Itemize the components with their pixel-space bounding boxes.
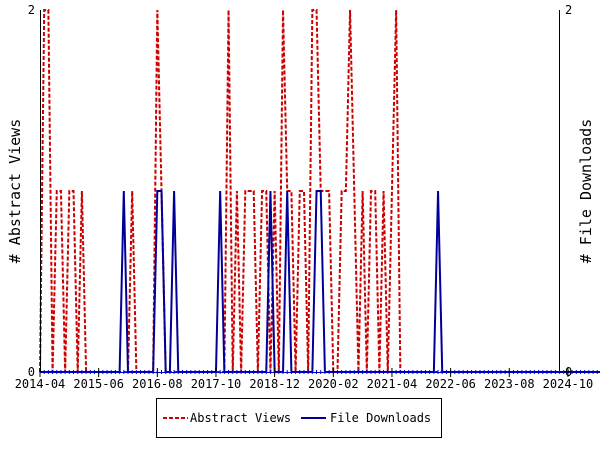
x-tick-label: 2020-02 [308,377,359,391]
x-tick-label: 2023-08 [484,377,535,391]
y-left-tick-top: 2 [28,3,35,17]
y-right-tick-top: 2 [565,3,572,17]
y-right-axis-title: # File Downloads [577,119,595,264]
x-tick-label: 2021-04 [367,377,418,391]
x-tick-labels: 2014-04 2015-06 2016-08 2017-10 2018-12 2020-… [15,368,594,391]
legend-label-file-downloads: File Downloads [330,411,431,425]
x-tick-label: 2024-10 [543,377,594,391]
y-right-tick-bottom: 0 [565,365,572,379]
x-tick-label: 2022-06 [425,377,476,391]
x-tick-label: 2017-10 [191,377,242,391]
legend-box [156,398,442,438]
x-tick-label: 2016-08 [132,377,183,391]
series-layer [39,9,600,373]
y-left-axis-title: # Abstract Views [6,119,24,264]
legend: Abstract Views File Downloads [156,398,442,438]
legend-label-abstract-views: Abstract Views [190,411,291,425]
series-line-file-downloads [40,190,600,373]
y-left-tick-bottom: 0 [28,365,35,379]
x-tick-label: 2014-04 [15,377,66,391]
x-tick-label: 2018-12 [249,377,300,391]
x-tick-label: 2015-06 [73,377,124,391]
